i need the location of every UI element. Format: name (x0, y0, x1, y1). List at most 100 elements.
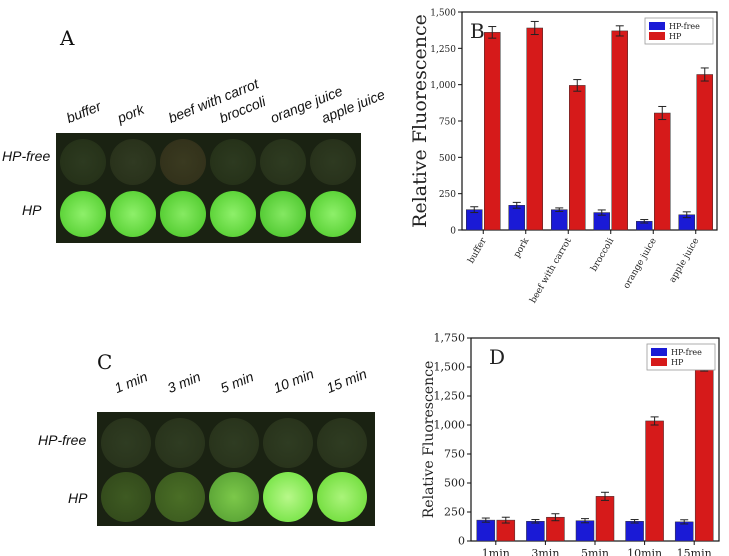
chart-d-legend-swatch-hp (651, 358, 667, 366)
chart-b-ytick-label-2: 500 (439, 154, 456, 164)
panel-a-well-hp-free-1 (110, 139, 156, 185)
panel-a-well-hp-free-3 (210, 139, 256, 185)
panel-a-well-hp-free-2 (160, 139, 206, 185)
chart-b-errorbar-hp-0 (488, 26, 497, 39)
chart-b-xtick-label-3: broccoli (589, 236, 616, 273)
chart-b-bar-hp-0 (484, 32, 501, 231)
chart-d-ytick-label-3: 750 (444, 448, 465, 461)
chart-b-bar-hp-1 (526, 27, 543, 231)
panel-a-well-hp-1 (110, 191, 156, 237)
chart-d-panel-letter: D (489, 345, 505, 369)
panel-c-well-hp-free-3 (263, 418, 313, 468)
panel-a-row-label-hp: HP (22, 202, 42, 218)
chart-d-xtick-label-4: 15min (677, 547, 712, 556)
chart-b-errorbar-hp-free-0 (470, 206, 479, 214)
chart-d-errorbar-hp-0 (501, 516, 510, 524)
chart-b-bar-hp-5 (696, 74, 713, 231)
panel-c-well-hp-0 (101, 472, 151, 522)
chart-b-xtick-label-4: orange juice (622, 237, 659, 291)
chart-b-bar-hp-2 (569, 85, 586, 231)
chart-d-ylabel: Relative Fluorescence (421, 361, 437, 518)
chart-b-errorbar-hp-free-4 (640, 219, 649, 224)
panel-c-well-hp-free-0 (101, 418, 151, 468)
chart-d-xtick-label-2: 5min (581, 547, 609, 556)
panel-c-well-hp-4 (317, 472, 367, 522)
chart-d-bar-hp-free-2 (575, 520, 595, 542)
chart-b-legend-label-hp-free: HP-free (669, 22, 700, 31)
chart-d-xtick-label-0: 1min (482, 547, 510, 556)
chart-b-bar-hp-4 (654, 112, 671, 231)
chart-b-xtick-label-1: pork (512, 236, 531, 260)
chart-d-errorbar-hp-free-0 (481, 517, 490, 523)
panel-c-row-label-hp: HP (68, 490, 88, 506)
chart-b-xtick-label-5: apple juice (668, 237, 702, 285)
chart-d-errorbar-hp-free-4 (680, 519, 689, 525)
chart-d-bar-hp-free-4 (674, 521, 694, 542)
panel-a-well-hp-4 (260, 191, 306, 237)
chart-b-ytick-label-1: 250 (439, 190, 456, 200)
panel-c-well-hp-3 (263, 472, 313, 522)
chart-b-errorbar-hp-3 (615, 25, 624, 37)
chart-d-errorbar-hp-2 (601, 491, 609, 501)
panel-c-letter: C (97, 350, 113, 374)
chart-d-xtick-label-1: 3min (531, 547, 559, 556)
panel-a-well-hp-5 (310, 191, 356, 237)
chart-d-bar-hp-2 (595, 496, 615, 542)
panel-c-row-label-hp-free: HP-free (38, 432, 87, 448)
panel-a-well-hp-0 (60, 191, 106, 237)
chart-b-xtick-label-2: beef with carrot (528, 236, 574, 305)
chart-b-errorbar-hp-free-5 (682, 211, 691, 219)
chart-b-ytick-label-4: 1,000 (430, 81, 456, 91)
chart-b-errorbar-hp-free-3 (597, 209, 606, 216)
chart-d-ytick-label-1: 250 (444, 506, 465, 519)
chart-d-bar-hp-free-0 (476, 519, 496, 542)
chart-b-ytick-label-6: 1,500 (430, 9, 456, 19)
chart-d-legend-label-hp-free: HP-free (671, 348, 702, 357)
panel-a-row-label-hp-free: HP-free (2, 148, 51, 164)
chart-d-bar-hp-free-3 (625, 521, 644, 542)
chart-d-xtick-label-3: 10min (627, 547, 662, 556)
panel-c-well-hp-1 (155, 472, 205, 522)
chart-d-ytick-label-0: 0 (458, 535, 465, 548)
panel-c-well-hp-2 (209, 472, 259, 522)
chart-b-errorbar-hp-free-2 (555, 207, 564, 212)
panel-c-well-hp-free-4 (317, 418, 367, 468)
panel-a-well-hp-free-0 (60, 139, 106, 185)
chart-b-ytick-label-0: 0 (450, 227, 456, 237)
chart-d-bar-hp-3 (645, 420, 664, 542)
chart-b-errorbar-hp-4 (658, 105, 667, 121)
chart-b-ylabel: Relative Fluorescence (409, 14, 431, 228)
panel-c-plate-photo (97, 412, 375, 526)
chart-d-group: 0 250 500 750 1,000 1,250 1,500 1,750 Relative F… (421, 332, 720, 556)
chart-d-errorbar-hp-free-3 (630, 519, 639, 524)
chart-b-errorbar-hp-free-1 (512, 201, 521, 209)
chart-b-bar-hp-free-2 (551, 209, 568, 231)
panel-a-letter: A (60, 26, 75, 50)
chart-d-errorbar-hp-free-2 (581, 518, 589, 524)
chart-b-bar-hp-free-1 (508, 205, 525, 231)
chart-d-ytick-label-4: 1,000 (434, 419, 466, 432)
panel-a-well-hp-3 (210, 191, 256, 237)
panel-a-plate-photo (56, 133, 361, 243)
panel-a-well-hp-free-5 (310, 139, 356, 185)
chart-d-bar-hp-free-1 (526, 521, 545, 542)
chart-d-errorbar-hp-1 (551, 513, 560, 522)
chart-b-legend-swatch-hp (649, 32, 665, 40)
chart-d-errorbar-hp-3 (650, 416, 659, 426)
chart-b-errorbar-hp-1 (530, 20, 539, 36)
chart-d-ytick-label-2: 500 (444, 477, 465, 490)
chart-d-legend-swatch-hp-free (651, 348, 667, 356)
chart-d-bar-hp-4 (694, 366, 714, 542)
chart-b-panel-letter: B (470, 19, 485, 43)
chart-b-xtick-label-0: buffer (466, 236, 489, 265)
chart-b-legend-label-hp: HP (669, 32, 682, 41)
chart-b-ytick-label-3: 750 (439, 118, 456, 128)
chart-d-ytick-label-7: 1,750 (434, 332, 466, 345)
chart-d-errorbar-hp-free-1 (531, 519, 540, 524)
panel-c-well-hp-free-2 (209, 418, 259, 468)
chart-b-errorbar-hp-2 (573, 79, 582, 92)
